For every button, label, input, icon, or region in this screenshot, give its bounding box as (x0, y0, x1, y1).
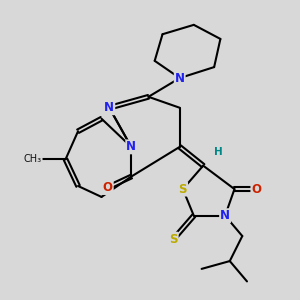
Text: O: O (251, 183, 261, 196)
Text: N: N (104, 101, 114, 114)
Text: N: N (126, 140, 136, 153)
Text: N: N (175, 71, 185, 85)
Text: O: O (103, 181, 113, 194)
Text: H: H (214, 147, 223, 157)
Text: CH₃: CH₃ (24, 154, 42, 164)
Text: N: N (220, 209, 230, 222)
Text: S: S (169, 233, 178, 246)
Text: S: S (178, 183, 187, 196)
